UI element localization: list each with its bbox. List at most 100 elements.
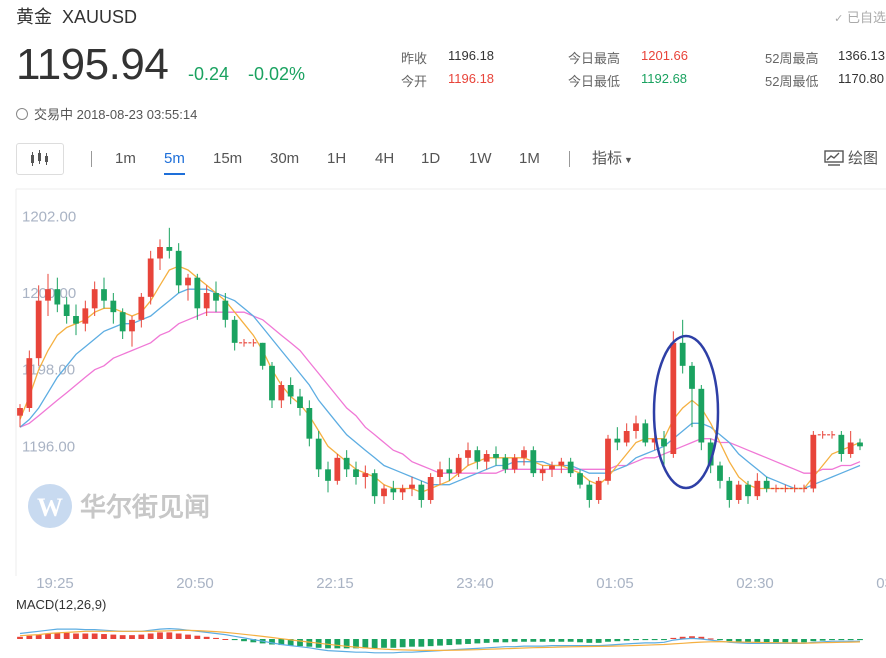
candle-body [185, 277, 191, 286]
candle-body [605, 438, 611, 481]
macd-bar [819, 639, 826, 641]
macd-bar [801, 639, 807, 643]
macd-bar [362, 639, 369, 649]
highlight-ellipse [652, 334, 720, 490]
y-tick-label: 1202.00 [22, 208, 76, 225]
candle-body [362, 473, 369, 477]
ma-mid-line [19, 288, 861, 490]
candle-body [633, 423, 639, 431]
period-1h[interactable]: 1H [327, 150, 347, 167]
draw-button[interactable]: 绘图 [824, 143, 878, 175]
candle-body [446, 469, 453, 474]
macd-bar [101, 634, 107, 639]
candle-body [707, 442, 714, 466]
candle [642, 419, 649, 447]
candle [799, 484, 809, 493]
last-price: 1195.94 [16, 40, 169, 89]
symbol-title: 黄金 XAUUSD [16, 3, 137, 29]
macd-bar [530, 639, 537, 642]
candle-body [269, 365, 275, 401]
period-1mo[interactable]: 1M [519, 150, 540, 167]
macd-bar [325, 639, 331, 649]
macd-bar [689, 636, 695, 639]
candle-body [670, 342, 677, 454]
macd-bar [45, 633, 51, 639]
macd-bar [250, 639, 257, 643]
candle [427, 473, 434, 504]
macd-bar [418, 639, 425, 647]
candle [558, 457, 565, 474]
watch-label: 已自选 [846, 10, 886, 25]
macd-bar [353, 639, 359, 649]
candle [827, 431, 837, 439]
candle-body [306, 408, 313, 439]
candle [810, 431, 817, 493]
candle [689, 362, 695, 428]
macd-bar [623, 639, 630, 641]
macd-bar [110, 634, 117, 639]
period-30m[interactable]: 30m [270, 150, 300, 167]
candle [754, 473, 761, 500]
candle [726, 477, 733, 508]
candle [297, 388, 303, 416]
period-1d[interactable]: 1D [421, 150, 441, 167]
candle [717, 461, 723, 489]
period-1w[interactable]: 1W [469, 150, 492, 167]
macd-bar [241, 639, 247, 642]
candle [91, 281, 98, 316]
candle-body [390, 488, 397, 493]
macd-bar [847, 639, 854, 641]
candle [623, 423, 630, 447]
candle [418, 480, 425, 508]
candle-body [315, 438, 322, 470]
candle [409, 477, 415, 497]
candle [362, 465, 369, 489]
candle-body [101, 289, 107, 301]
trading-status: 交易中 2018-08-23 03:55:14 [16, 104, 197, 123]
macd-bar [381, 639, 387, 648]
macd-bar [698, 636, 705, 639]
macd-bar [166, 632, 173, 639]
candle [567, 457, 574, 477]
candle [511, 454, 518, 474]
price-change-pct: -0.02% [248, 64, 306, 84]
x-axis: 19:25 20:50 22:15 23:40 01:05 02:30 03:55 [36, 575, 886, 592]
candle [231, 316, 238, 351]
macd-bar [511, 639, 518, 642]
day-high-label: 今日最高 [568, 51, 621, 66]
period-1m[interactable]: 1m [115, 150, 136, 167]
macd-bar [586, 639, 593, 643]
candle [577, 469, 583, 489]
candle [530, 446, 537, 477]
candle [780, 484, 791, 493]
candle-body [73, 316, 79, 324]
candle [735, 480, 742, 504]
macd-bar [642, 639, 649, 641]
macd-bar [614, 639, 621, 642]
candle-body [698, 388, 705, 443]
macd-bar [521, 639, 527, 642]
candle [343, 450, 350, 477]
macd-dea-line [19, 629, 861, 651]
candle-body [427, 477, 434, 500]
candle-body [595, 480, 602, 500]
candle-body [325, 469, 331, 481]
period-5m[interactable]: 5m [164, 143, 185, 175]
toolbar-divider [91, 151, 92, 167]
candle [194, 273, 201, 320]
period-4h[interactable]: 4H [375, 150, 395, 167]
watch-button[interactable]: ✓ 已自选 [834, 7, 886, 26]
candle-body [735, 484, 742, 500]
candle-body [511, 457, 518, 470]
period-15m[interactable]: 15m [213, 150, 243, 167]
x-tick-label: 22:15 [316, 575, 354, 592]
macd-bar [147, 633, 154, 639]
watermark-logo-letter: W [37, 493, 63, 522]
indicator-menu[interactable]: 指标 ▼ [592, 143, 633, 175]
macd-bar [222, 639, 229, 640]
day-high-value: 1201.66 [641, 48, 688, 63]
candle [353, 461, 359, 485]
chart-type-button[interactable] [16, 143, 64, 175]
candle-body [82, 308, 89, 324]
